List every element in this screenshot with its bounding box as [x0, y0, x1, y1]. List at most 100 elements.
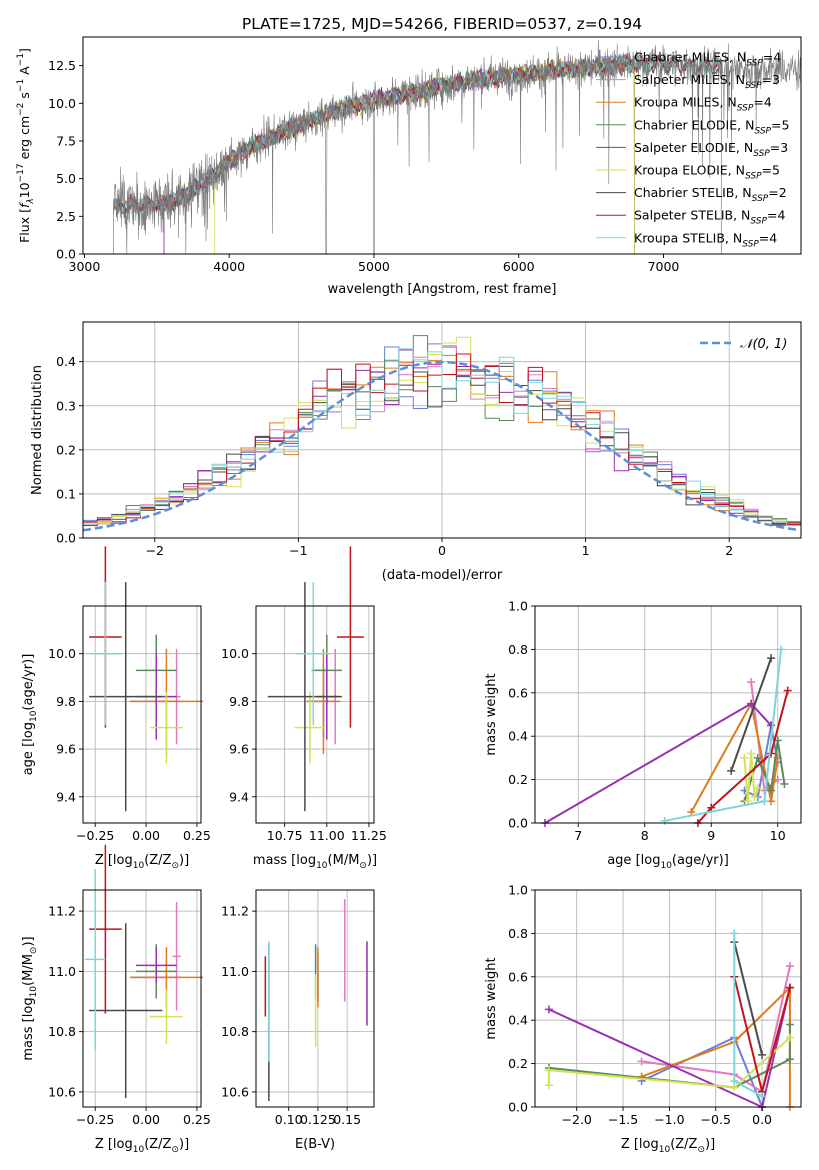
legend-entry: Salpeter ELODIE, NSSP=3 [634, 140, 788, 159]
y-tick-label: 0.6 [508, 969, 528, 984]
x-tick-label: 7000 [648, 259, 680, 274]
weight-point [783, 686, 792, 695]
weight-series-3 [548, 1024, 791, 1089]
y-axis-label: mass [log10​(M/M⊙​)] [21, 936, 39, 1060]
x-axis-label: (data-model)/error [382, 568, 503, 583]
x-tick-label: 11.00 [309, 828, 345, 843]
y-tick-label: 0.1 [56, 486, 76, 501]
weight-point [637, 1057, 646, 1066]
weight-point [767, 654, 776, 663]
x-axis-label: mass [log10​(M/M⊙​)] [253, 853, 377, 871]
y-tick-label: 10.8 [221, 1024, 249, 1039]
axes-frame [534, 605, 802, 824]
x-tick-label: −1.0 [654, 1112, 684, 1127]
weight-point [753, 753, 762, 762]
weight-series-5 [547, 1036, 791, 1089]
legend-entry: Salpeter STELIB, NSSP=4 [634, 208, 785, 227]
y-axis-label: age [log10​(age/yr)] [21, 654, 39, 776]
x-tick-label: 10 [770, 828, 786, 843]
chart-age-vs-mass: 10.75 11.00 11.25 9.4 9.6 9.8 10.0 mass [log10​… [221, 546, 387, 871]
y-tick-label: 9.4 [229, 789, 249, 804]
normal-curve [82, 360, 799, 532]
x-tick-label: −0.25 [76, 828, 114, 843]
y-tick-label: 10.0 [48, 96, 76, 111]
y-tick-label: 7.5 [56, 133, 76, 148]
axes-frame [255, 889, 375, 1108]
y-tick-label: 11.0 [221, 964, 249, 979]
x-axis-label: E(B-V) [295, 1137, 335, 1152]
x-tick-label: −0.25 [76, 1112, 114, 1127]
x-tick-label: 11.25 [351, 828, 387, 843]
y-tick-label: 0.4 [508, 729, 528, 744]
histogram-series-5 [83, 336, 801, 526]
y-axis-label: mass weight [484, 673, 499, 755]
x-tick-label: −1.5 [608, 1112, 638, 1127]
legend-entry: 𝒩(0, 1) [740, 337, 787, 352]
y-tick-label: 12.5 [48, 58, 76, 73]
y-tick-label: 10.6 [48, 1084, 76, 1099]
weight-point [730, 1076, 739, 1085]
y-tick-label: 1.0 [508, 599, 528, 614]
weight-point [747, 749, 756, 758]
weight-point [767, 786, 776, 795]
chart-mass-vs-Z: −0.25 0.00 0.25 10.6 10.8 11.0 11.2 Z [log10​(Z… [21, 844, 211, 1155]
x-tick-label: 1 [582, 543, 590, 558]
weight-point [750, 792, 759, 801]
x-tick-label: −2 [146, 543, 164, 558]
weight-series-6 [730, 657, 773, 772]
legend-entry: Salpeter MILES, NSSP=3 [634, 72, 780, 91]
axes-frame [82, 889, 202, 1108]
x-axis-label: Z [log10​(Z/Z⊙​)] [621, 1137, 715, 1155]
y-tick-label: 10.6 [221, 1084, 249, 1099]
weight-point [760, 797, 769, 806]
legend-entry: Kroupa STELIB, NSSP=4 [634, 230, 777, 249]
x-tick-label: 0.0 [752, 1112, 772, 1127]
x-tick-label: 4000 [213, 259, 245, 274]
histogram-series-6 [83, 365, 801, 526]
y-tick-label: 0.4 [56, 354, 76, 369]
weight-point [753, 784, 762, 793]
y-tick-label: 11.2 [221, 904, 249, 919]
weight-point [785, 1020, 794, 1029]
y-tick-label: 9.6 [229, 742, 249, 757]
y-tick-label: 2.5 [56, 209, 76, 224]
weight-point [747, 699, 756, 708]
x-tick-label: 8 [641, 828, 649, 843]
weight-point [785, 983, 794, 992]
legend-entry: Chabrier ELODIE, NSSP=5 [634, 117, 789, 136]
x-tick-label: 0.00 [132, 1112, 160, 1127]
x-tick-label: 0 [438, 543, 446, 558]
x-tick-label: 10.75 [267, 828, 303, 843]
legend-entry: Kroupa ELODIE, NSSP=5 [634, 163, 780, 182]
x-axis-label: Z [log10​(Z/Z⊙​)] [95, 1137, 189, 1155]
y-tick-label: 9.8 [229, 694, 249, 709]
legend-entry: Chabrier STELIB, NSSP=2 [634, 185, 787, 204]
observed-spectrum [113, 39, 801, 254]
legend-entry: Kroupa MILES, NSSP=4 [634, 95, 772, 114]
y-tick-label: 0.4 [508, 1013, 528, 1028]
weight-point [730, 929, 739, 938]
chart-age-vs-Z: −0.25 0.00 0.25 9.4 9.6 9.8 10.0 Z [log10​(Z/Z⊙… [21, 546, 211, 871]
y-tick-label: 0.0 [508, 1100, 528, 1115]
axes-frame [82, 36, 802, 255]
axes-frame [82, 605, 202, 824]
y-tick-label: 9.6 [56, 742, 76, 757]
y-tick-label: 9.8 [56, 694, 76, 709]
x-tick-label: 2 [725, 543, 733, 558]
y-tick-label: 0.0 [508, 816, 528, 831]
x-tick-label: 6000 [503, 259, 535, 274]
x-tick-label: 0.25 [183, 1112, 211, 1127]
y-tick-label: 9.4 [56, 789, 76, 804]
legend-entry: Chabrier MILES, NSSP=4 [634, 50, 781, 69]
y-axis-label: Normed distribution [30, 365, 45, 495]
weight-series-7 [697, 690, 789, 824]
y-tick-label: 0.0 [56, 247, 76, 262]
weight-series-0 [641, 1036, 764, 1108]
weight-point [767, 749, 776, 758]
weight-point [544, 1005, 553, 1014]
y-tick-label: 0.8 [508, 642, 528, 657]
y-axis-label: Flux [fλ10−17 erg cm−2 s−1 A−1] [16, 48, 36, 243]
weight-point [544, 1081, 553, 1090]
weight-point [785, 1033, 794, 1042]
